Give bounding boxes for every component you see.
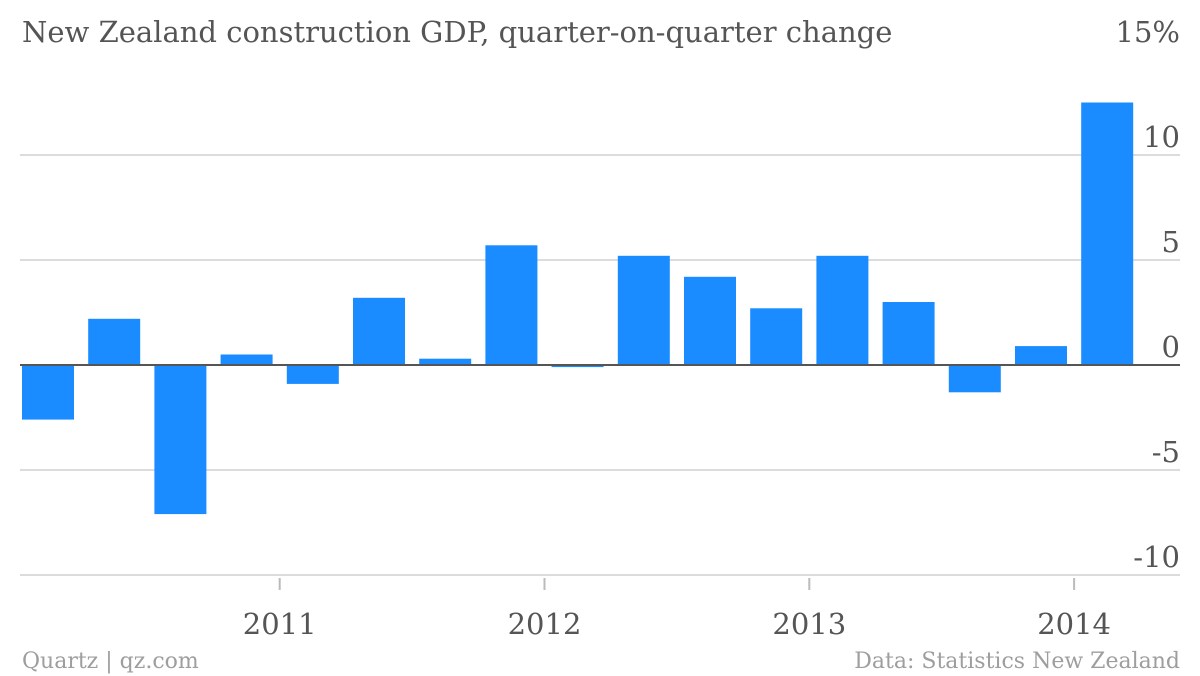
bar xyxy=(750,308,803,365)
y-tick-label: 10 xyxy=(1143,120,1180,154)
x-tick-label: 2011 xyxy=(243,607,317,641)
y-tick-label: 5 xyxy=(1162,225,1180,259)
x-tick-label: 2014 xyxy=(1037,607,1111,641)
bar xyxy=(419,358,472,365)
bar xyxy=(617,255,670,365)
bars xyxy=(22,102,1134,515)
bar xyxy=(816,255,869,365)
y-tick-label: 0 xyxy=(1162,330,1180,364)
y-axis-unit-label: 15% xyxy=(1116,15,1180,49)
credit-text: Quartz | qz.com xyxy=(22,649,199,674)
source-text: Data: Statistics New Zealand xyxy=(854,649,1180,674)
y-tick-label: -10 xyxy=(1133,540,1180,574)
chart-title: New Zealand construction GDP, quarter-on… xyxy=(22,15,892,49)
bar xyxy=(1015,346,1067,365)
bar xyxy=(88,318,141,365)
x-tick-label: 2012 xyxy=(508,607,582,641)
x-tick-label: 2013 xyxy=(772,607,846,641)
y-tick-labels: 10 5 0 -5 -10 xyxy=(1133,120,1180,574)
bar xyxy=(220,354,273,365)
bar xyxy=(948,365,1001,393)
bar xyxy=(1081,102,1134,365)
x-tick-labels: 2011 2012 2013 2014 xyxy=(243,578,1111,641)
gridlines xyxy=(20,154,1180,576)
bar xyxy=(485,245,538,365)
bar xyxy=(353,297,405,365)
bar xyxy=(551,365,604,368)
bar xyxy=(684,276,736,365)
bar xyxy=(154,365,207,515)
y-tick-label: -5 xyxy=(1152,435,1180,469)
bar xyxy=(286,365,339,384)
bar xyxy=(22,365,74,420)
bar xyxy=(882,302,935,365)
